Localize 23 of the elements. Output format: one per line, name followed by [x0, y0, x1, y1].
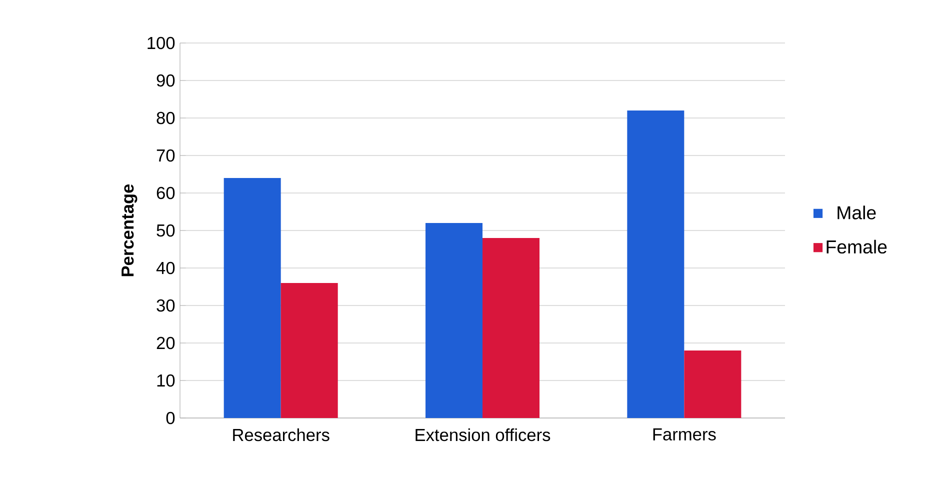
x-tick-label: Extension officers — [416, 428, 550, 442]
y-tick-label: 40 — [156, 262, 175, 274]
x-tick-label: Farmers — [653, 428, 716, 440]
y-tick-label: 80 — [156, 112, 175, 124]
bar — [482, 238, 540, 418]
y-tick-label: 0 — [166, 412, 175, 424]
bar — [684, 350, 742, 418]
legend-label: Male — [838, 206, 876, 220]
y-axis-title: Percentage — [122, 184, 138, 276]
y-tick-label: 60 — [156, 186, 175, 200]
y-tick-label: 50 — [156, 224, 175, 237]
y-tick-label: 10 — [157, 374, 175, 387]
y-tick-label: 90 — [156, 74, 175, 87]
bar — [426, 223, 483, 418]
y-tick-label: 20 — [156, 336, 175, 350]
x-tick-label: Researchers — [233, 428, 330, 442]
y-tick-label: 70 — [156, 149, 175, 162]
y-tick-label: 100 — [148, 36, 175, 50]
bar — [224, 178, 281, 418]
legend-label: Female — [826, 240, 887, 254]
y-tick-label: 30 — [156, 299, 175, 312]
bar — [627, 110, 684, 418]
bar — [280, 283, 338, 418]
